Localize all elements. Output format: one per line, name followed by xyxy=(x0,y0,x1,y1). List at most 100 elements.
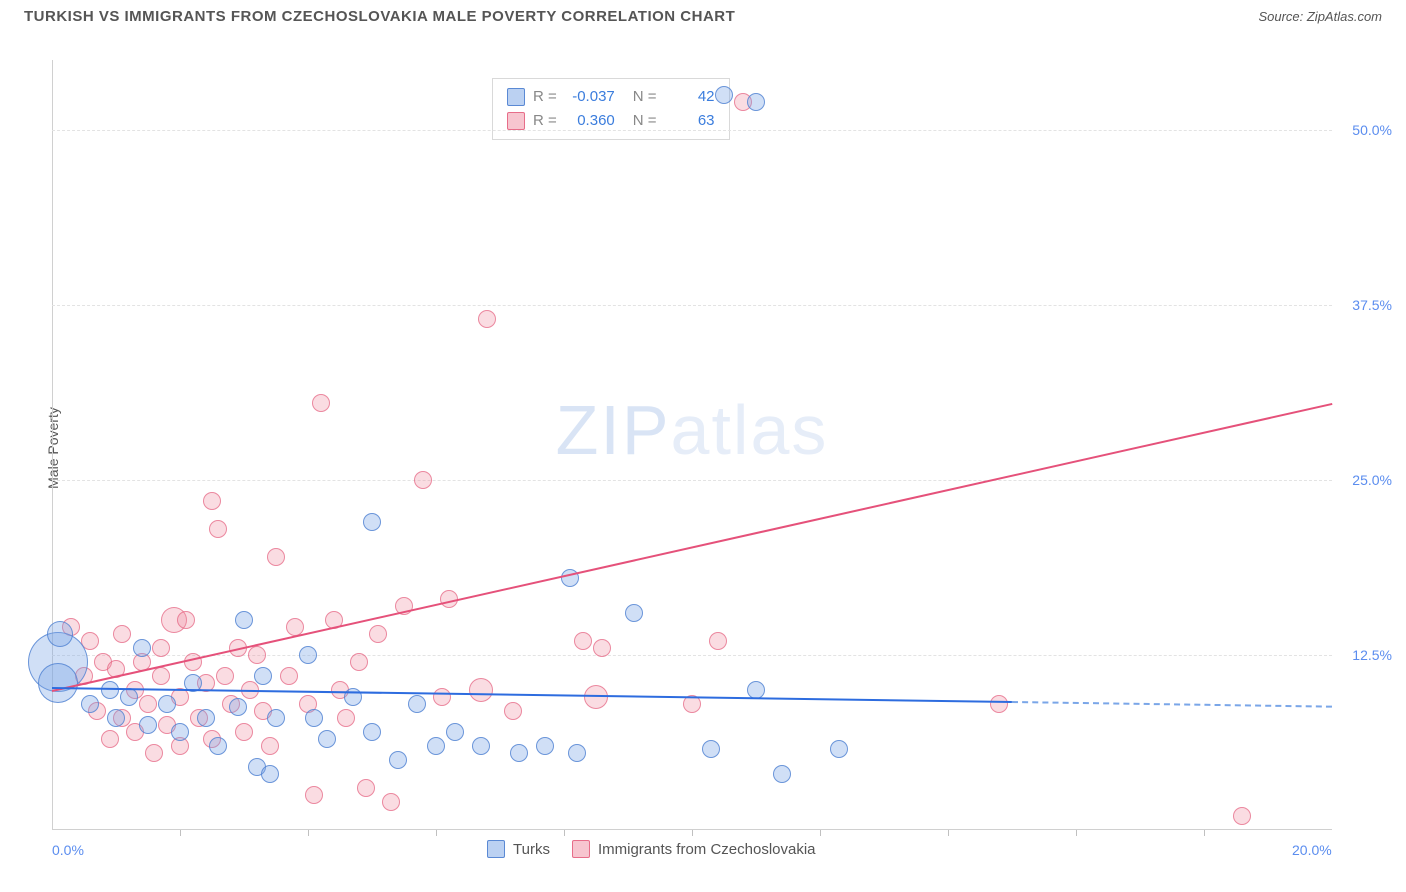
data-point xyxy=(248,646,266,664)
data-point xyxy=(101,730,119,748)
data-point xyxy=(209,737,227,755)
legend-row: R = -0.037 N = 42 xyxy=(507,85,715,109)
gridline xyxy=(52,480,1332,481)
data-point xyxy=(305,709,323,727)
gridline xyxy=(52,305,1332,306)
data-point xyxy=(593,639,611,657)
data-point xyxy=(139,695,157,713)
data-point xyxy=(38,663,78,703)
data-point xyxy=(113,625,131,643)
legend-swatch xyxy=(572,840,590,858)
data-point xyxy=(216,667,234,685)
data-point xyxy=(747,93,765,111)
data-point xyxy=(299,646,317,664)
data-point xyxy=(408,695,426,713)
y-tick-label: 25.0% xyxy=(1352,472,1392,488)
data-point xyxy=(536,737,554,755)
x-tick xyxy=(564,830,565,836)
legend-swatch xyxy=(487,840,505,858)
data-point xyxy=(280,667,298,685)
data-point xyxy=(414,471,432,489)
data-point xyxy=(158,695,176,713)
data-point xyxy=(203,492,221,510)
data-point xyxy=(709,632,727,650)
x-tick xyxy=(436,830,437,836)
legend-swatch xyxy=(507,88,525,106)
data-point xyxy=(427,737,445,755)
data-point xyxy=(369,625,387,643)
data-point xyxy=(337,709,355,727)
data-point xyxy=(152,639,170,657)
data-point xyxy=(990,695,1008,713)
x-tick-label: 0.0% xyxy=(52,842,84,858)
data-point xyxy=(504,702,522,720)
y-tick-label: 12.5% xyxy=(1352,647,1392,663)
data-point xyxy=(350,653,368,671)
data-point xyxy=(81,695,99,713)
data-point xyxy=(171,723,189,741)
data-point xyxy=(47,621,73,647)
data-point xyxy=(209,520,227,538)
data-point xyxy=(267,709,285,727)
data-point xyxy=(446,723,464,741)
data-point xyxy=(235,611,253,629)
legend-label: Turks xyxy=(513,841,550,858)
data-point xyxy=(472,737,490,755)
data-point xyxy=(235,723,253,741)
data-point xyxy=(469,678,493,702)
data-point xyxy=(574,632,592,650)
data-point xyxy=(261,737,279,755)
data-point xyxy=(152,667,170,685)
data-point xyxy=(478,310,496,328)
x-tick xyxy=(180,830,181,836)
data-point xyxy=(433,688,451,706)
x-tick xyxy=(692,830,693,836)
data-point xyxy=(625,604,643,622)
data-point xyxy=(357,779,375,797)
data-point xyxy=(261,765,279,783)
data-point xyxy=(318,730,336,748)
data-point xyxy=(107,709,125,727)
data-point xyxy=(830,740,848,758)
x-tick xyxy=(308,830,309,836)
legend-label: Immigrants from Czechoslovakia xyxy=(598,841,816,858)
n-value: 42 xyxy=(665,85,715,109)
x-tick xyxy=(948,830,949,836)
x-tick xyxy=(820,830,821,836)
x-tick xyxy=(1076,830,1077,836)
data-point xyxy=(1233,807,1251,825)
data-point xyxy=(312,394,330,412)
n-label: N = xyxy=(633,85,657,109)
data-point xyxy=(702,740,720,758)
plot-area: ZIPatlas R =-0.037N =42R =0.360N =63 Tur… xyxy=(52,60,1332,830)
legend-swatch xyxy=(507,112,525,130)
data-point xyxy=(101,681,119,699)
r-label: R = xyxy=(533,85,557,109)
data-point xyxy=(363,513,381,531)
y-tick-label: 37.5% xyxy=(1352,297,1392,313)
data-point xyxy=(120,688,138,706)
data-point xyxy=(715,86,733,104)
data-point xyxy=(133,639,151,657)
chart-container: Male Poverty ZIPatlas R =-0.037N =42R =0… xyxy=(22,40,1382,870)
watermark: ZIPatlas xyxy=(556,390,829,470)
data-point xyxy=(197,709,215,727)
legend-item: Turks xyxy=(487,840,550,858)
trend-line xyxy=(52,403,1332,692)
r-value: -0.037 xyxy=(565,85,615,109)
y-axis xyxy=(52,60,53,830)
data-point xyxy=(510,744,528,762)
data-point xyxy=(145,744,163,762)
trend-line xyxy=(52,687,1012,703)
data-point xyxy=(177,611,195,629)
data-point xyxy=(267,548,285,566)
data-point xyxy=(382,793,400,811)
data-point xyxy=(568,744,586,762)
data-point xyxy=(305,786,323,804)
series-legend: Turks Immigrants from Czechoslovakia xyxy=(487,840,816,858)
gridline xyxy=(52,655,1332,656)
legend-item: Immigrants from Czechoslovakia xyxy=(572,840,816,858)
data-point xyxy=(363,723,381,741)
chart-title: TURKISH VS IMMIGRANTS FROM CZECHOSLOVAKI… xyxy=(24,8,735,25)
trend-line xyxy=(1012,701,1332,708)
